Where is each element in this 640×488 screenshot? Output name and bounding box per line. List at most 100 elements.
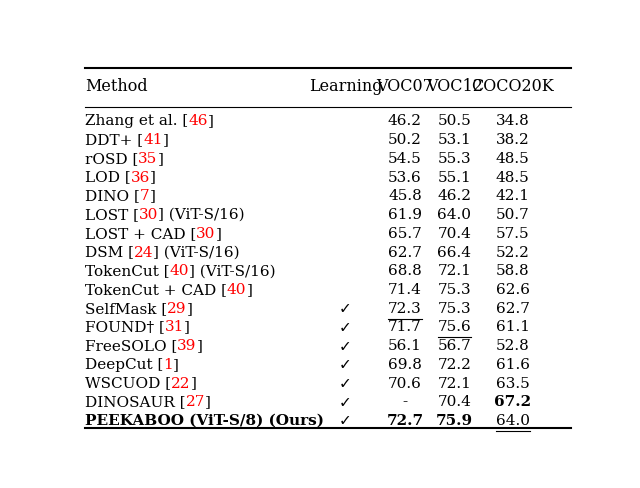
Text: 46.2: 46.2 — [388, 115, 422, 128]
Text: 62.7: 62.7 — [495, 302, 529, 316]
Text: 72.1: 72.1 — [438, 264, 472, 278]
Text: 72.7: 72.7 — [387, 414, 424, 428]
Text: ✓: ✓ — [339, 339, 352, 354]
Text: Zhang et al. [: Zhang et al. [ — [85, 115, 188, 128]
Text: 71.7: 71.7 — [388, 321, 422, 334]
Text: ]: ] — [196, 339, 203, 353]
Text: 70.4: 70.4 — [438, 227, 472, 241]
Text: 65.7: 65.7 — [388, 227, 422, 241]
Text: 62.7: 62.7 — [388, 245, 422, 260]
Text: 62.6: 62.6 — [495, 283, 529, 297]
Text: SelfMask [: SelfMask [ — [85, 302, 167, 316]
Text: WSCUOD [: WSCUOD [ — [85, 377, 171, 390]
Text: ✓: ✓ — [339, 395, 352, 410]
Text: LOST + CAD [: LOST + CAD [ — [85, 227, 196, 241]
Text: 46.2: 46.2 — [438, 189, 472, 203]
Text: 57.5: 57.5 — [496, 227, 529, 241]
Text: 29: 29 — [167, 302, 187, 316]
Text: FreeSOLO [: FreeSOLO [ — [85, 339, 177, 353]
Text: 72.1: 72.1 — [438, 377, 472, 390]
Text: 75.6: 75.6 — [438, 321, 471, 334]
Text: ]: ] — [191, 377, 196, 390]
Text: rOSD [: rOSD [ — [85, 152, 138, 166]
Text: 64.0: 64.0 — [438, 208, 472, 222]
Text: 70.6: 70.6 — [388, 377, 422, 390]
Text: DINOSAUR [: DINOSAUR [ — [85, 395, 186, 409]
Text: 75.9: 75.9 — [436, 414, 473, 428]
Text: 56.7: 56.7 — [438, 339, 471, 353]
Text: 66.4: 66.4 — [438, 245, 472, 260]
Text: ✓: ✓ — [339, 301, 352, 316]
Text: ✓: ✓ — [339, 376, 352, 391]
Text: COCO20K: COCO20K — [471, 78, 554, 95]
Text: 50.2: 50.2 — [388, 133, 422, 147]
Text: PEEKABOO (ViT-S/8) (Ours): PEEKABOO (ViT-S/8) (Ours) — [85, 414, 324, 428]
Text: 50.7: 50.7 — [495, 208, 529, 222]
Text: 31: 31 — [165, 321, 184, 334]
Text: Method: Method — [85, 78, 148, 95]
Text: 61.1: 61.1 — [495, 321, 529, 334]
Text: 70.4: 70.4 — [438, 395, 472, 409]
Text: 45.8: 45.8 — [388, 189, 422, 203]
Text: ]: ] — [216, 227, 221, 241]
Text: ]: ] — [150, 171, 156, 184]
Text: 52.2: 52.2 — [495, 245, 529, 260]
Text: 75.3: 75.3 — [438, 302, 471, 316]
Text: 1: 1 — [163, 358, 173, 372]
Text: ]: ] — [163, 133, 168, 147]
Text: -: - — [403, 395, 408, 409]
Text: 67.2: 67.2 — [494, 395, 531, 409]
Text: DSM [: DSM [ — [85, 245, 134, 260]
Text: 42.1: 42.1 — [495, 189, 529, 203]
Text: 75.3: 75.3 — [438, 283, 471, 297]
Text: 36: 36 — [131, 171, 150, 184]
Text: 68.8: 68.8 — [388, 264, 422, 278]
Text: 56.1: 56.1 — [388, 339, 422, 353]
Text: 50.5: 50.5 — [438, 115, 471, 128]
Text: 54.5: 54.5 — [388, 152, 422, 166]
Text: ] (ViT-S/16): ] (ViT-S/16) — [189, 264, 276, 278]
Text: 22: 22 — [171, 377, 191, 390]
Text: 41: 41 — [143, 133, 163, 147]
Text: 52.8: 52.8 — [495, 339, 529, 353]
Text: 53.1: 53.1 — [438, 133, 471, 147]
Text: VOC07: VOC07 — [376, 78, 433, 95]
Text: ] (ViT-S/16): ] (ViT-S/16) — [158, 208, 245, 222]
Text: 39: 39 — [177, 339, 196, 353]
Text: 69.8: 69.8 — [388, 358, 422, 372]
Text: ]: ] — [157, 152, 163, 166]
Text: 61.6: 61.6 — [495, 358, 529, 372]
Text: ✓: ✓ — [339, 320, 352, 335]
Text: 7: 7 — [140, 189, 150, 203]
Text: ✓: ✓ — [339, 413, 352, 428]
Text: ]: ] — [173, 358, 179, 372]
Text: ]: ] — [150, 189, 156, 203]
Text: 48.5: 48.5 — [495, 171, 529, 184]
Text: ]: ] — [208, 115, 214, 128]
Text: 58.8: 58.8 — [496, 264, 529, 278]
Text: LOST [: LOST [ — [85, 208, 139, 222]
Text: 35: 35 — [138, 152, 157, 166]
Text: 72.3: 72.3 — [388, 302, 422, 316]
Text: TokenCut [: TokenCut [ — [85, 264, 170, 278]
Text: FOUND† [: FOUND† [ — [85, 321, 165, 334]
Text: 40: 40 — [227, 283, 246, 297]
Text: Learning: Learning — [308, 78, 382, 95]
Text: TokenCut + CAD [: TokenCut + CAD [ — [85, 283, 227, 297]
Text: 63.5: 63.5 — [495, 377, 529, 390]
Text: DeepCut [: DeepCut [ — [85, 358, 163, 372]
Text: 53.6: 53.6 — [388, 171, 422, 184]
Text: DDT+ [: DDT+ [ — [85, 133, 143, 147]
Text: 24: 24 — [134, 245, 154, 260]
Text: ]: ] — [187, 302, 193, 316]
Text: 30: 30 — [196, 227, 216, 241]
Text: 34.8: 34.8 — [495, 115, 529, 128]
Text: 48.5: 48.5 — [495, 152, 529, 166]
Text: ] (ViT-S/16): ] (ViT-S/16) — [154, 245, 240, 260]
Text: 71.4: 71.4 — [388, 283, 422, 297]
Text: 55.3: 55.3 — [438, 152, 471, 166]
Text: 40: 40 — [170, 264, 189, 278]
Text: 61.9: 61.9 — [388, 208, 422, 222]
Text: VOC12: VOC12 — [426, 78, 483, 95]
Text: 46: 46 — [188, 115, 208, 128]
